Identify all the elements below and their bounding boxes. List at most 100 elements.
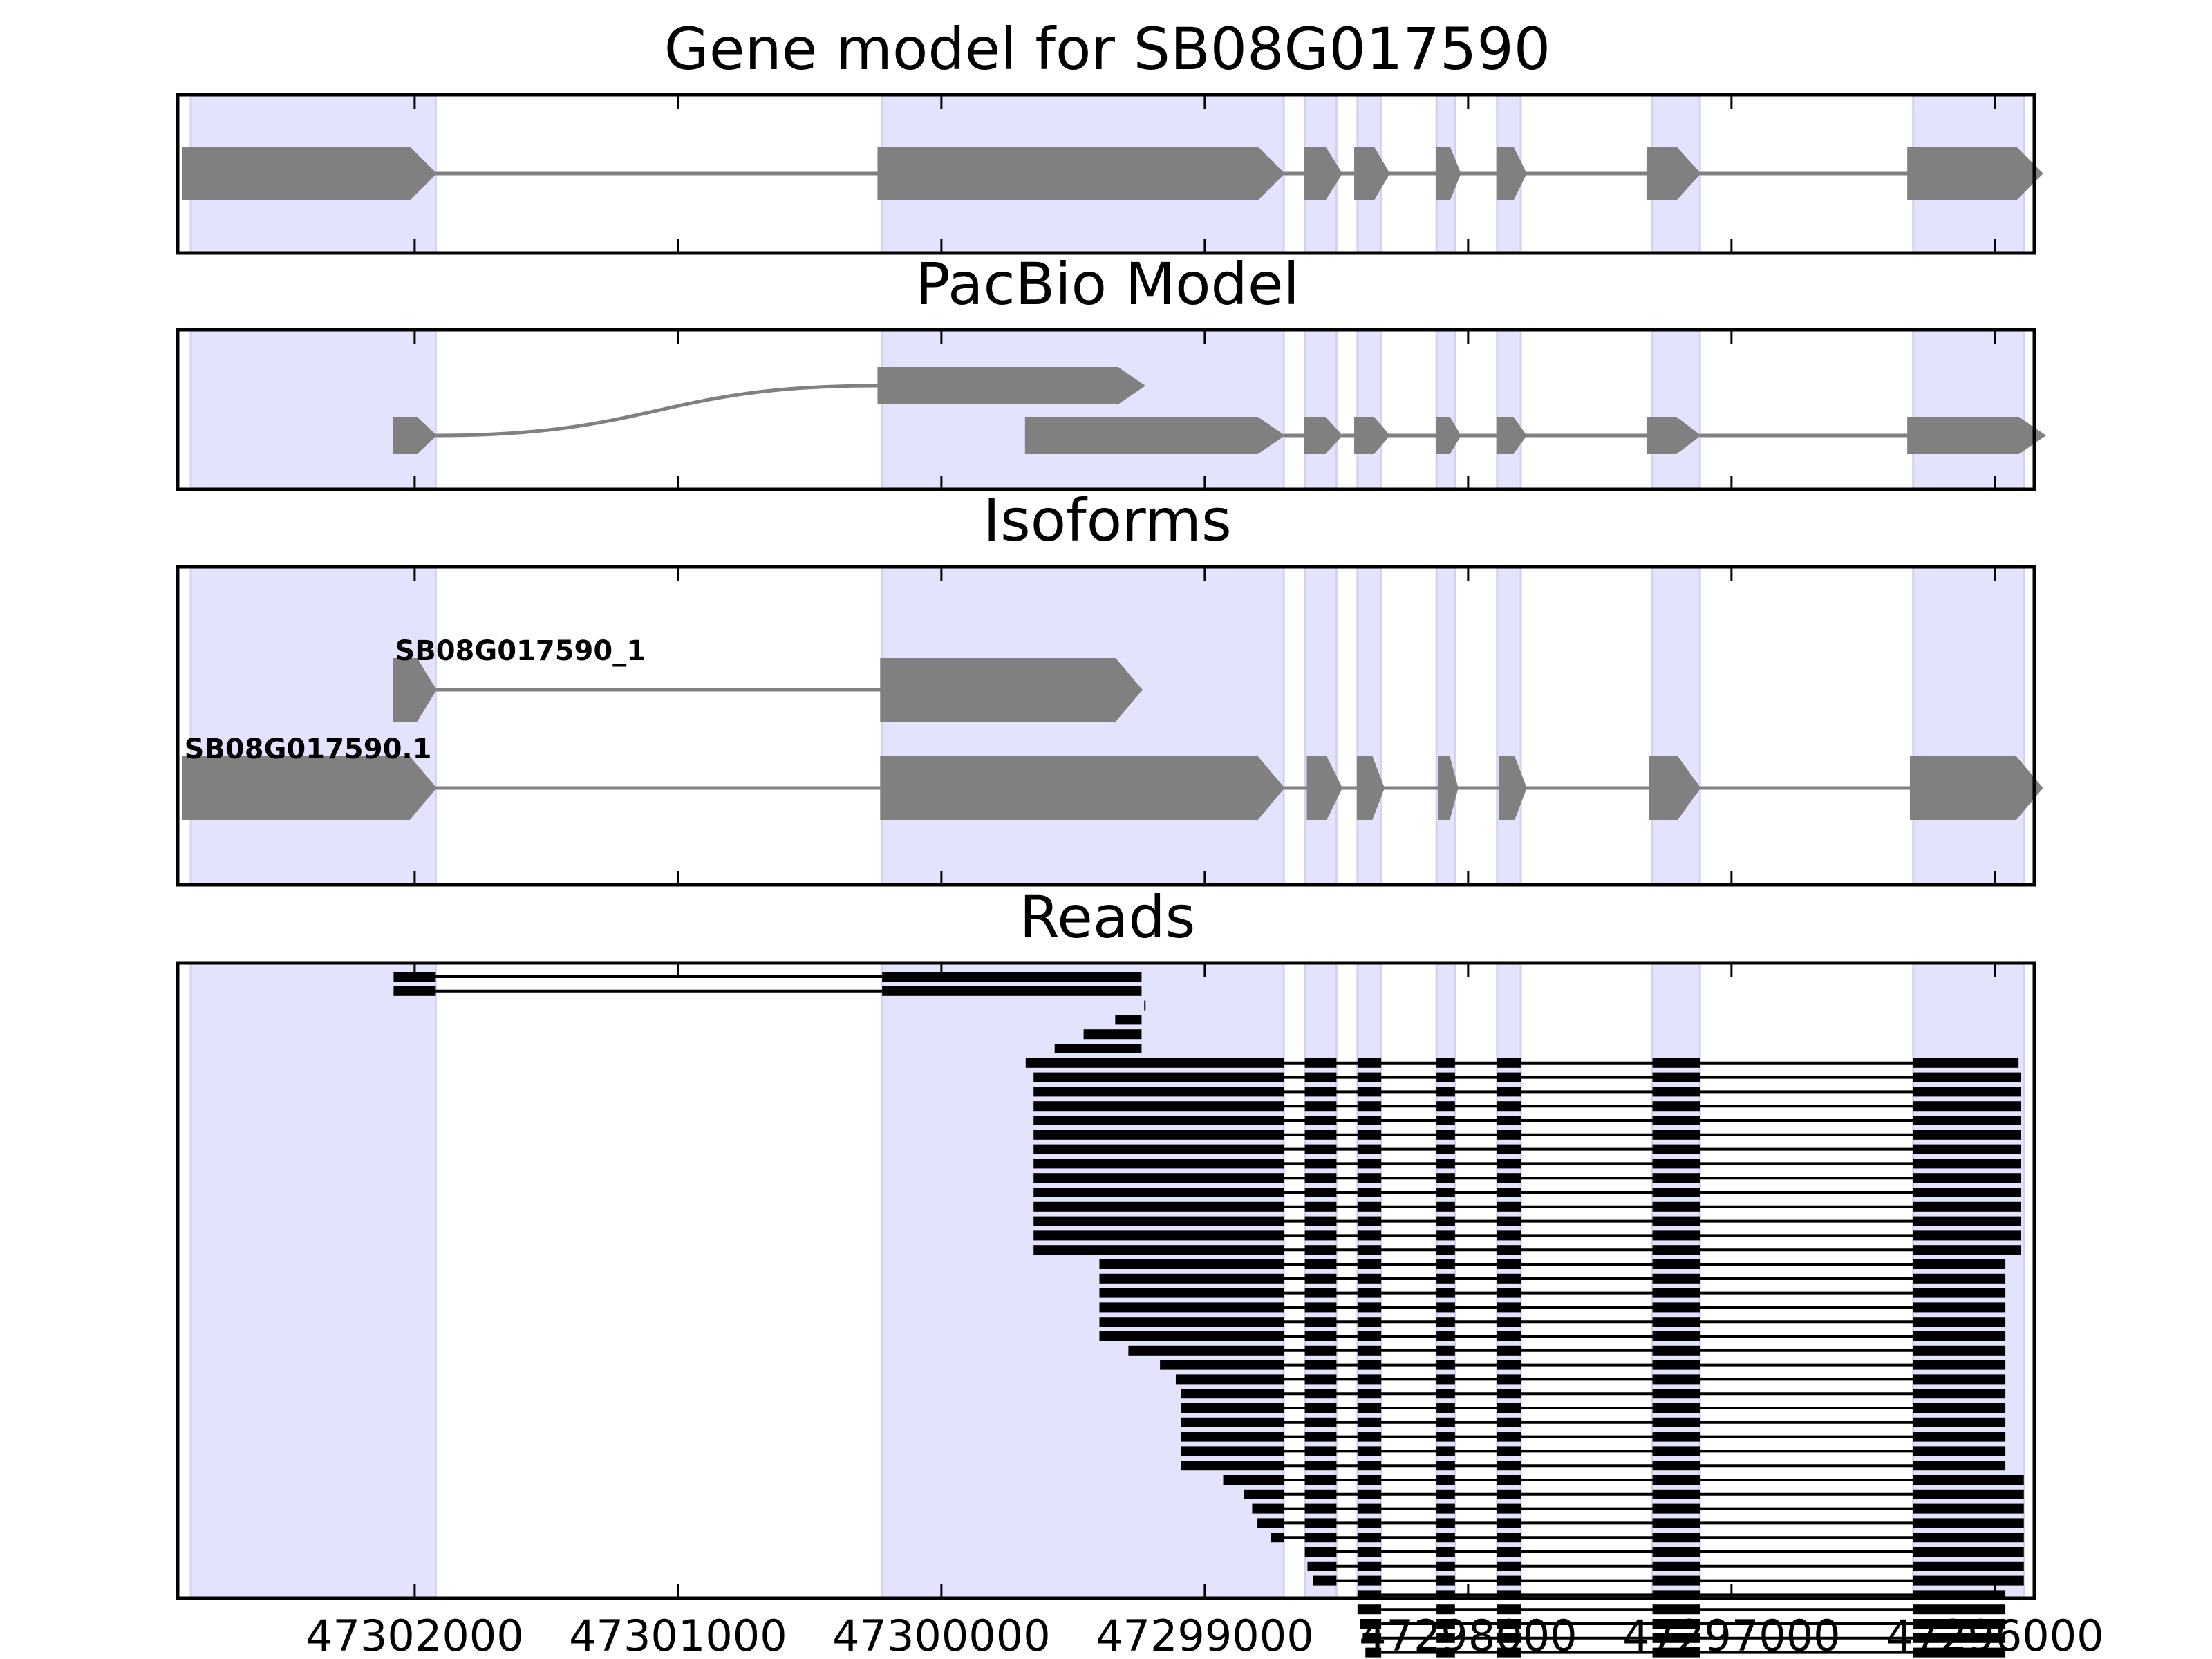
read-4 (1083, 1029, 1142, 1040)
read-0 (393, 972, 1142, 982)
read-24-block-2 (1357, 1317, 1382, 1327)
read-31-block-3 (1436, 1417, 1455, 1427)
read-33-block-0 (1181, 1446, 1284, 1456)
read-41-block-0 (1307, 1561, 1337, 1571)
isoform-1-exon-0 (393, 658, 437, 722)
read-35-block-2 (1357, 1475, 1382, 1485)
read-15-block-4 (1497, 1188, 1521, 1197)
read-38-block-6 (1913, 1518, 2024, 1528)
read-10 (1033, 1116, 2021, 1125)
read-8-block-0 (1033, 1087, 1284, 1097)
exon-region-2-0 (189, 565, 437, 886)
panel-frame-0 (176, 93, 2036, 255)
read-11-block-4 (1497, 1130, 1521, 1140)
read-7-block-0 (1033, 1072, 1284, 1082)
read-9-block-3 (1436, 1101, 1455, 1112)
gene-model-exon-4 (1436, 147, 1461, 200)
read-40-block-2 (1436, 1547, 1455, 1557)
read-24-block-6 (1913, 1317, 2006, 1327)
read-33-block-3 (1436, 1446, 1455, 1456)
read-31-block-2 (1357, 1417, 1382, 1427)
read-41-block-4 (1652, 1561, 1700, 1571)
exon-region-1-3 (1356, 328, 1382, 491)
read-9-block-6 (1913, 1101, 2021, 1112)
read-12-block-2 (1357, 1144, 1382, 1154)
pacbio-b-exon-4 (1496, 417, 1527, 454)
panel-frame-1 (176, 328, 2036, 491)
read-21-block-5 (1652, 1273, 1700, 1284)
read-30-block-4 (1497, 1403, 1521, 1413)
read-9-block-2 (1357, 1101, 1382, 1112)
read-26-block-0 (1128, 1345, 1284, 1356)
read-23-block-3 (1436, 1302, 1455, 1313)
read-45-block-4 (1913, 1619, 2006, 1629)
read-41-block-3 (1497, 1561, 1521, 1571)
read-36-block-0 (1244, 1489, 1284, 1499)
read-37-block-5 (1652, 1503, 1700, 1514)
read-33-block-1 (1304, 1446, 1337, 1456)
read-19-block-4 (1497, 1245, 1521, 1255)
read-21 (1099, 1273, 2006, 1284)
read-6-block-1 (1304, 1058, 1337, 1068)
read-5 (1054, 1044, 1142, 1053)
read-32-block-5 (1652, 1432, 1700, 1442)
read-16-block-6 (1913, 1201, 2021, 1212)
read-20-block-2 (1357, 1259, 1382, 1269)
read-30-block-5 (1652, 1403, 1700, 1413)
gene-model-exon-1 (877, 147, 1285, 200)
read-17-block-6 (1913, 1216, 2021, 1226)
exon-region-2-7 (1912, 565, 2025, 886)
read-25-block-3 (1436, 1331, 1455, 1341)
read-42-block-0 (1313, 1575, 1337, 1586)
read-41-block-2 (1436, 1561, 1455, 1571)
read-42-block-5 (1913, 1575, 2024, 1586)
read-16-block-3 (1436, 1201, 1455, 1212)
read-8-block-5 (1652, 1087, 1700, 1097)
read-14-block-0 (1033, 1173, 1284, 1183)
read-28-block-5 (1652, 1374, 1700, 1385)
x-tick-label-5: 47297000 (1622, 1611, 1841, 1659)
read-14-block-4 (1497, 1173, 1521, 1183)
read-22-block-1 (1304, 1288, 1337, 1298)
read-19 (1033, 1245, 2021, 1255)
read-6-block-5 (1652, 1058, 1700, 1068)
read-11-block-3 (1436, 1130, 1455, 1140)
read-6-block-2 (1357, 1058, 1382, 1068)
read-27-block-3 (1436, 1360, 1455, 1370)
read-25-block-1 (1304, 1331, 1337, 1341)
read-39 (1271, 1533, 2024, 1543)
read-39-block-5 (1652, 1533, 1700, 1543)
pacbio-b-exon-0 (1024, 417, 1285, 454)
read-40-block-4 (1652, 1547, 1700, 1557)
read-34-block-3 (1436, 1461, 1455, 1471)
x-tick-label-2: 47300000 (832, 1611, 1051, 1659)
read-47 (1365, 1647, 2006, 1658)
read-38-block-0 (1257, 1518, 1284, 1528)
read-22-block-6 (1913, 1288, 2006, 1298)
read-27-block-6 (1913, 1360, 2006, 1370)
read-47-block-3 (1652, 1647, 1700, 1658)
read-17-block-4 (1497, 1216, 1521, 1226)
read-16-block-2 (1357, 1201, 1382, 1212)
isoform-label-1: SB08G017590.1 (185, 733, 432, 765)
read-1-block-1 (882, 986, 1142, 996)
read-15 (1033, 1188, 2021, 1197)
read-25 (1099, 1331, 2006, 1341)
read-1-block-0 (393, 986, 436, 996)
read-9-block-1 (1304, 1101, 1337, 1112)
read-30-block-3 (1436, 1403, 1455, 1413)
read-23-block-6 (1913, 1302, 2006, 1313)
read-12-block-5 (1652, 1144, 1700, 1154)
read-40-block-0 (1304, 1547, 1337, 1557)
isoform-2-exon-7 (1909, 756, 2043, 820)
read-26-block-3 (1436, 1345, 1455, 1356)
exon-region-2-6 (1651, 565, 1701, 886)
read-23 (1099, 1302, 2006, 1313)
read-19-block-2 (1357, 1245, 1382, 1255)
read-41-block-1 (1357, 1561, 1382, 1571)
read-31-block-1 (1304, 1417, 1337, 1427)
read-12-block-1 (1304, 1144, 1337, 1154)
read-31-block-6 (1913, 1417, 2006, 1427)
read-22-block-3 (1436, 1288, 1455, 1298)
